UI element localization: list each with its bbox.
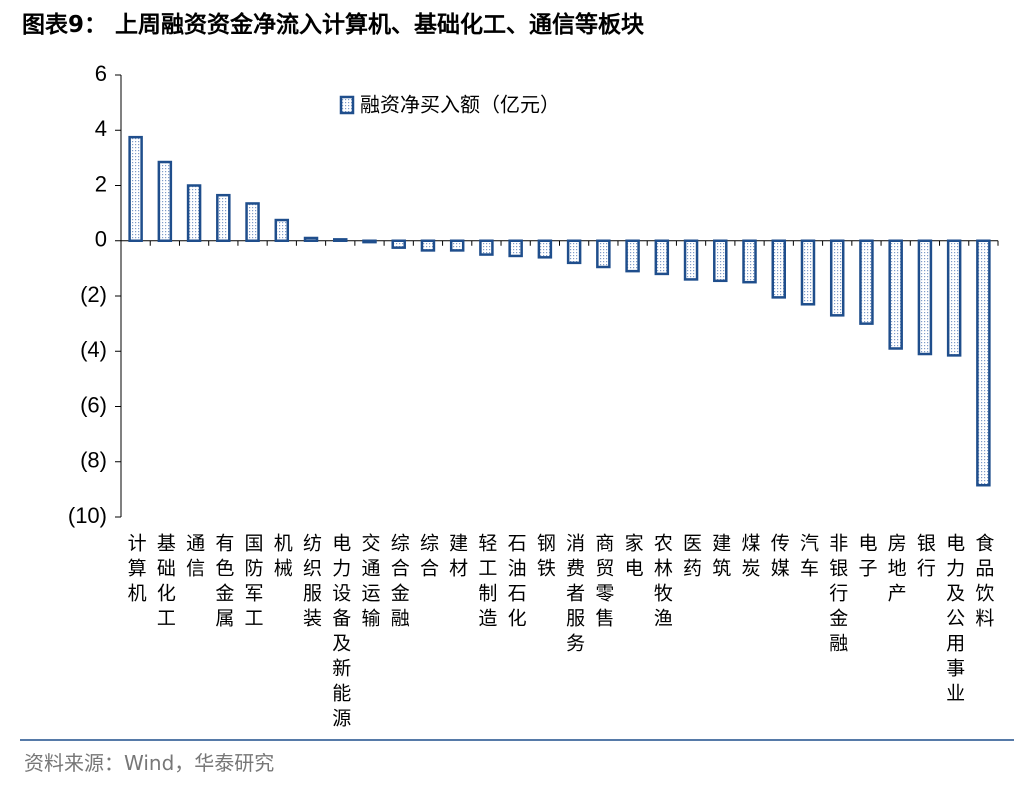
bar	[479, 239, 494, 256]
bar	[654, 239, 670, 276]
x-tick-label: 消费者服务	[563, 533, 585, 658]
bar	[391, 239, 406, 249]
y-tick-label: (4)	[80, 337, 107, 362]
source-note: 资料来源：Wind，华泰研究	[24, 751, 274, 775]
bar	[742, 239, 757, 284]
legend-swatch	[339, 95, 355, 115]
bar	[888, 239, 903, 350]
x-tick-label: 轻工制造	[475, 533, 497, 633]
y-tick-label: 4	[95, 116, 107, 141]
x-tick-label: 电力设备及新能源	[329, 533, 351, 733]
x-tick-label: 电子	[855, 533, 877, 583]
x-tick-label: 通信	[183, 533, 205, 583]
x-tick-label: 建筑	[709, 533, 731, 583]
x-tick-label: 房地产	[885, 533, 907, 608]
x-tick-label: 纺织服装	[300, 533, 322, 633]
bar	[800, 239, 816, 306]
bar	[683, 239, 699, 281]
x-tick-label: 交通运输	[358, 533, 380, 633]
x-tick-label: 有色金属	[212, 533, 234, 633]
x-tick-label: 机械	[271, 533, 293, 583]
x-tick-label: 电力及公用事业	[943, 533, 965, 708]
bar	[420, 239, 436, 252]
x-tick-label: 基础化工	[154, 533, 176, 633]
bar	[303, 236, 319, 243]
bar	[859, 239, 874, 325]
x-tick-label: 石油石化	[505, 533, 527, 633]
bar	[157, 160, 173, 242]
x-tick-label: 综合金融	[388, 533, 410, 633]
bar	[362, 239, 377, 244]
x-tick-label: 国防军工	[242, 533, 264, 633]
bar	[771, 239, 786, 299]
y-tick-label: 2	[95, 171, 107, 196]
x-tick-label: 医药	[680, 533, 702, 583]
x-tick-label: 煤炭	[739, 533, 761, 583]
bar	[274, 218, 290, 242]
x-tick-label: 农林牧渔	[651, 533, 673, 633]
x-tick-label: 计算机	[125, 533, 147, 608]
x-tick-label: 建材	[446, 533, 468, 583]
x-tick-label: 商贸零售	[592, 533, 614, 633]
bar	[333, 238, 348, 242]
y-tick-label: (10)	[68, 503, 107, 528]
bar	[596, 239, 611, 269]
bar	[128, 135, 143, 242]
x-tick-label: 家电	[622, 533, 644, 583]
bar	[713, 239, 728, 283]
bar	[946, 239, 962, 357]
bar	[566, 239, 582, 265]
bar	[537, 239, 553, 259]
x-tick-label: 传媒	[768, 533, 790, 583]
x-tick-label: 钢铁	[534, 533, 556, 583]
y-tick-label: (2)	[80, 282, 107, 307]
y-tick-label: (8)	[80, 448, 107, 473]
bar	[625, 239, 640, 273]
legend-label: 融资净买入额（亿元）	[360, 93, 560, 117]
bar	[508, 239, 523, 258]
bar	[917, 239, 933, 356]
bar	[216, 193, 231, 242]
chart-title: 图表9： 上周融资资金净流入计算机、基础化工、通信等板块	[22, 11, 644, 38]
x-tick-label: 综合	[417, 533, 439, 583]
x-tick-label: 银行	[914, 533, 936, 583]
y-tick-label: 0	[95, 227, 107, 252]
bar	[245, 202, 260, 243]
bar	[186, 184, 202, 242]
bar	[829, 239, 845, 317]
bar	[976, 239, 991, 487]
x-tick-label: 非银行金融	[826, 533, 848, 658]
y-tick-label: 6	[95, 61, 107, 86]
bar	[449, 239, 465, 252]
x-tick-label: 食品饮料	[972, 533, 994, 633]
x-tick-label: 汽车	[797, 533, 819, 583]
y-tick-label: (6)	[80, 392, 107, 417]
